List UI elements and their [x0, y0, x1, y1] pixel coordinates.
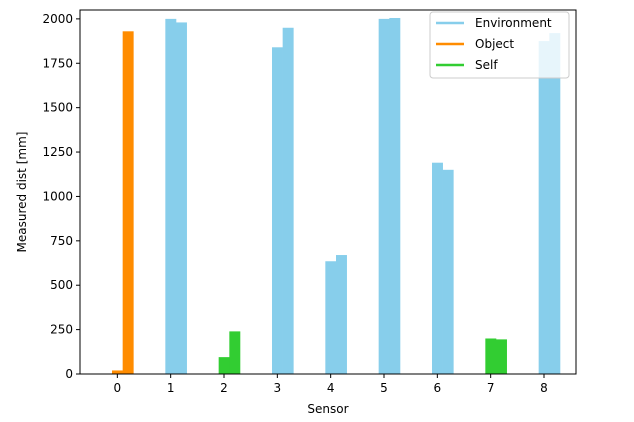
bar-sensor-7-2 — [496, 339, 507, 374]
plot-frame — [79, 9, 577, 375]
bar-sensor-6-2 — [442, 169, 454, 374]
x-tick-label: 2 — [220, 381, 228, 395]
y-tick-label: 0 — [65, 367, 73, 381]
bar-sensor-1-1 — [165, 18, 177, 374]
x-tick-label: 4 — [327, 381, 335, 395]
bar-sensor-5-1 — [378, 18, 390, 374]
bar-sensor-2-2 — [229, 331, 241, 374]
bar-sensor-0-2 — [122, 31, 134, 375]
legend-box — [429, 11, 570, 79]
bar-sensor-2-1 — [218, 357, 230, 374]
bar-sensor-0-1 — [112, 370, 123, 374]
y-tick-label: 250 — [50, 323, 73, 337]
bar-sensor-6-1 — [432, 162, 443, 374]
legend-label-self: Self — [475, 58, 498, 72]
x-axis-ticks: 0 1 2 3 4 5 6 7 8 — [114, 374, 548, 395]
legend: Environment Object Self — [429, 11, 570, 79]
x-tick-label: 0 — [114, 381, 122, 395]
bar-sensor-5-2 — [389, 17, 401, 375]
y-tick-label: 750 — [50, 234, 73, 248]
bar-sensor-8-2 — [549, 33, 561, 375]
x-axis-label: Sensor — [307, 402, 348, 416]
bar-sensor-1-2 — [176, 22, 187, 375]
y-axis-label: Measured dist [mm] — [15, 132, 29, 253]
bar-sensor-4-1 — [325, 261, 337, 374]
legend-label-object: Object — [475, 37, 514, 51]
y-tick-label: 1500 — [42, 101, 73, 115]
x-tick-label: 1 — [167, 381, 175, 395]
x-tick-label: 5 — [380, 381, 388, 395]
y-tick-label: 500 — [50, 278, 73, 292]
bar-sensor-3-2 — [282, 27, 294, 374]
y-axis-ticks: 0 250 500 750 1000 1250 1500 1750 2000 — [42, 12, 80, 381]
bar-sensor-3-1 — [272, 47, 283, 374]
legend-label-environment: Environment — [475, 16, 552, 30]
bar-sensor-7-1 — [485, 338, 497, 374]
x-tick-label: 7 — [487, 381, 495, 395]
bar-sensor-8-1 — [538, 41, 550, 374]
y-tick-label: 2000 — [42, 12, 73, 26]
x-tick-label: 8 — [540, 381, 548, 395]
x-tick-label: 3 — [274, 381, 282, 395]
bars-group — [112, 17, 561, 375]
x-tick-label: 6 — [434, 381, 442, 395]
y-tick-label: 1250 — [42, 145, 73, 159]
y-tick-label: 1000 — [42, 189, 73, 203]
y-tick-label: 1750 — [42, 56, 73, 70]
bar-sensor-4-2 — [336, 255, 347, 374]
